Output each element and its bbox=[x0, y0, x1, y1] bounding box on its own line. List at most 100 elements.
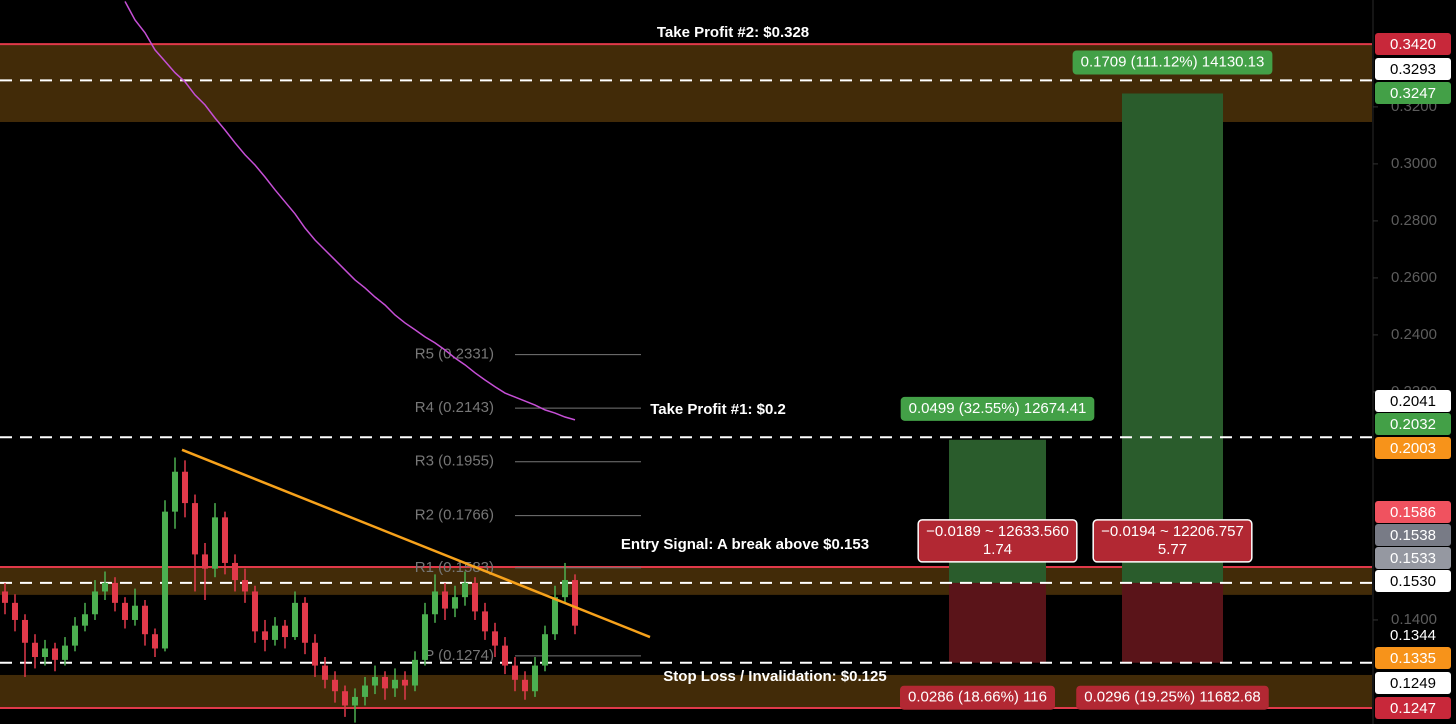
candle-body bbox=[232, 562, 238, 581]
price-tag-label: 0.1586 bbox=[1390, 504, 1436, 521]
candle-body bbox=[172, 471, 178, 512]
label-box bbox=[917, 519, 1078, 563]
label-text: 1.74 bbox=[983, 541, 1012, 558]
pivot-label: R1 (0.1583) bbox=[415, 559, 494, 576]
candle-body bbox=[492, 631, 498, 646]
annotation: Take Profit #2: $0.328 bbox=[657, 24, 809, 41]
candle-body bbox=[312, 642, 318, 666]
candle-body bbox=[142, 605, 148, 635]
price-tag bbox=[1375, 413, 1451, 435]
price-tag bbox=[1375, 33, 1451, 55]
price-tag bbox=[1375, 82, 1451, 104]
y-tick-label: 0.2800 bbox=[1391, 212, 1437, 229]
label-text: 0.1709 (111.12%) 14130.13 bbox=[1081, 53, 1265, 70]
candle-body bbox=[122, 602, 128, 620]
price-tag-label: 0.1530 bbox=[1390, 573, 1436, 590]
candle-body bbox=[32, 642, 38, 658]
candle-body bbox=[272, 625, 278, 640]
price-tag bbox=[1375, 547, 1451, 569]
pivot-label: R2 (0.1766) bbox=[415, 507, 494, 524]
label-text: 5.77 bbox=[1158, 541, 1187, 558]
price-tag-label: 0.2003 bbox=[1390, 440, 1436, 457]
candle-body bbox=[282, 625, 288, 638]
position-label: 0.0286 (18.66%) 116 bbox=[900, 685, 1055, 710]
profit-zone bbox=[1122, 93, 1223, 583]
candle-body bbox=[242, 580, 248, 592]
candle-body bbox=[212, 517, 218, 569]
candle-body bbox=[452, 597, 458, 609]
candle-body bbox=[352, 696, 358, 706]
price-tag-label: 0.3420 bbox=[1390, 36, 1436, 53]
pivot-label: P (0.1274) bbox=[424, 647, 494, 664]
candle-body bbox=[92, 591, 98, 615]
candle-body bbox=[432, 591, 438, 615]
loss-zone bbox=[1122, 582, 1223, 663]
candle-body bbox=[12, 602, 18, 620]
position-label: 0.0296 (19.25%) 11682.68 bbox=[1076, 685, 1269, 710]
candle-body bbox=[342, 691, 348, 706]
candle-body bbox=[542, 634, 548, 666]
candle-body bbox=[42, 648, 48, 658]
candle-body bbox=[562, 580, 568, 598]
price-tag-label: 0.3247 bbox=[1390, 85, 1436, 102]
candle-body bbox=[262, 631, 268, 640]
candle-body bbox=[462, 582, 468, 598]
price-tag bbox=[1375, 697, 1451, 719]
candle-body bbox=[332, 679, 338, 692]
price-tag-label: 0.1538 bbox=[1390, 527, 1436, 544]
candle-body bbox=[162, 511, 168, 649]
candle-body bbox=[422, 614, 428, 660]
candle-body bbox=[372, 676, 378, 686]
price-tag-label: 0.1249 bbox=[1390, 675, 1436, 692]
candle-body bbox=[392, 679, 398, 689]
label-text: −0.0189 ~ 12633.560 bbox=[926, 523, 1069, 540]
candle-body bbox=[182, 471, 188, 504]
candle-body bbox=[382, 676, 388, 689]
price-tag bbox=[1375, 624, 1451, 646]
candle-body bbox=[132, 605, 138, 620]
candle-body bbox=[252, 591, 258, 632]
label-box bbox=[1076, 685, 1269, 710]
candle-body bbox=[362, 685, 368, 697]
y-tick-label: 0.1400 bbox=[1391, 611, 1437, 628]
price-tag bbox=[1375, 390, 1451, 412]
price-tag bbox=[1375, 647, 1451, 669]
y-tick-label: 0.2400 bbox=[1391, 326, 1437, 343]
candle-body bbox=[442, 591, 448, 609]
price-tag-label: 0.1344 bbox=[1390, 627, 1436, 644]
candle-body bbox=[322, 665, 328, 680]
candle-body bbox=[472, 582, 478, 612]
price-tag-label: 0.2032 bbox=[1390, 416, 1436, 433]
price-tag-label: 0.3293 bbox=[1390, 61, 1436, 78]
candle-body bbox=[52, 648, 58, 660]
annotation: Entry Signal: A break above $0.153 bbox=[621, 536, 869, 553]
candle-body bbox=[72, 625, 78, 646]
price-tag bbox=[1375, 672, 1451, 694]
label-text: 0.0286 (18.66%) 116 bbox=[908, 689, 1047, 706]
price-tag bbox=[1375, 524, 1451, 546]
candle-body bbox=[512, 665, 518, 680]
moving-average bbox=[124, 1, 576, 421]
price-tag bbox=[1375, 437, 1451, 459]
candle-body bbox=[62, 645, 68, 660]
y-tick-label: 0.2600 bbox=[1391, 269, 1437, 286]
candle-body bbox=[102, 582, 108, 592]
pivot-label: R4 (0.2143) bbox=[415, 399, 494, 416]
position-label: 0.0499 (32.55%) 12674.41 bbox=[900, 396, 1095, 421]
pivot-label: R5 (0.2331) bbox=[415, 346, 494, 363]
loss-zone bbox=[949, 582, 1046, 663]
candle-body bbox=[202, 554, 208, 569]
candle-body bbox=[552, 597, 558, 635]
trendline bbox=[181, 448, 651, 639]
annotation: Take Profit #1: $0.2 bbox=[650, 401, 786, 418]
price-tag-label: 0.1533 bbox=[1390, 550, 1436, 567]
candle-body bbox=[302, 602, 308, 643]
candle-body bbox=[572, 580, 578, 626]
label-box bbox=[900, 396, 1095, 421]
candle-body bbox=[482, 611, 488, 632]
price-tag bbox=[1375, 570, 1451, 592]
price-tag-label: 0.1335 bbox=[1390, 650, 1436, 667]
candle-body bbox=[412, 659, 418, 686]
